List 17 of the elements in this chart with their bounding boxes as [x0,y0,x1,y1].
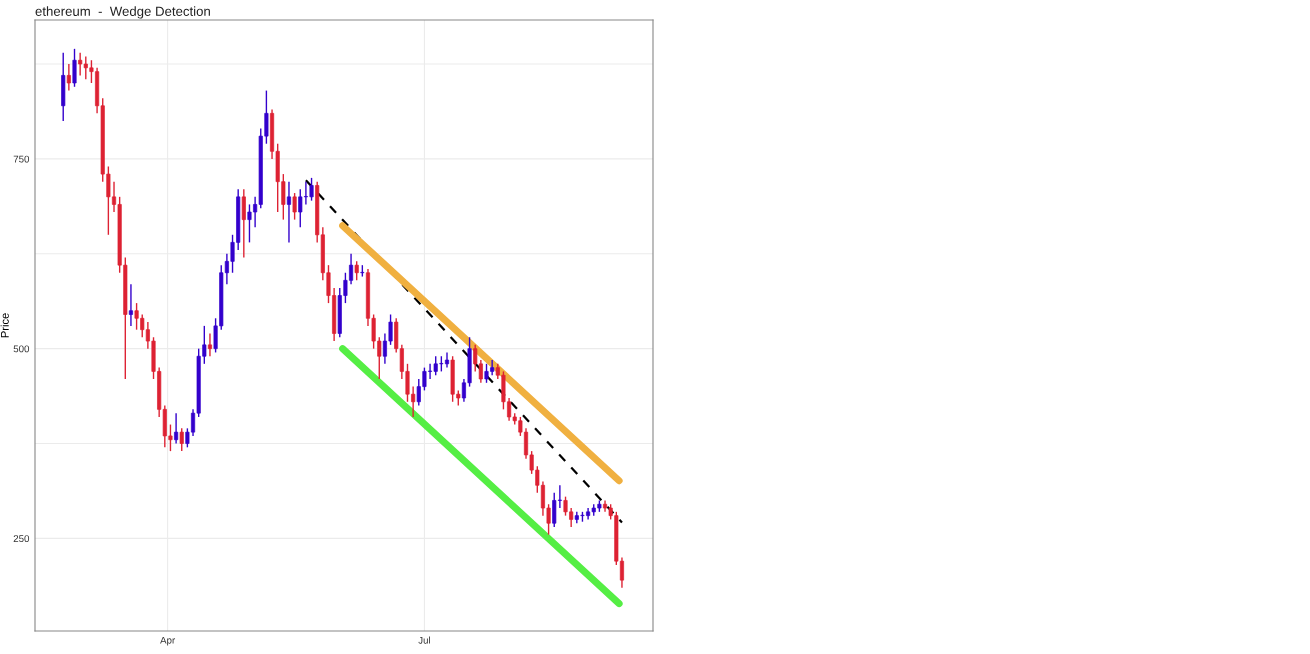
y-tick-label: 750 [13,155,30,163]
candlestick [292,192,297,221]
candlestick [174,412,179,445]
candlestick [128,283,133,327]
chart-title: ethereum - Wedge Detection [35,6,210,19]
candlestick [66,63,71,92]
y-tick-label: 500 [13,345,30,353]
y-tick-label: 250 [13,535,30,543]
candlestick [286,180,292,244]
candlestick [72,48,77,88]
candlestick [207,332,212,357]
candlestick [241,188,246,259]
candlestick [179,427,184,452]
x-tick-label: Apr [160,636,176,646]
x-tick-label: Jul [418,636,430,644]
candlestick [354,260,359,282]
y-axis-title: Price [0,313,9,338]
